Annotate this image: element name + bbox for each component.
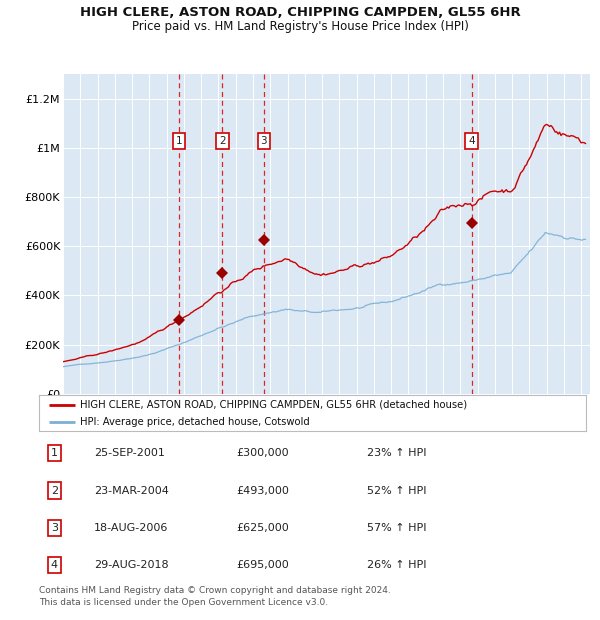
Text: 2: 2 <box>219 136 226 146</box>
Text: 1: 1 <box>176 136 182 146</box>
Text: 52% ↑ HPI: 52% ↑ HPI <box>367 485 427 495</box>
Text: This data is licensed under the Open Government Licence v3.0.: This data is licensed under the Open Gov… <box>39 598 328 607</box>
Text: 26% ↑ HPI: 26% ↑ HPI <box>367 560 427 570</box>
Text: 18-AUG-2006: 18-AUG-2006 <box>94 523 168 533</box>
Text: HIGH CLERE, ASTON ROAD, CHIPPING CAMPDEN, GL55 6HR: HIGH CLERE, ASTON ROAD, CHIPPING CAMPDEN… <box>80 6 520 19</box>
Text: £300,000: £300,000 <box>236 448 289 458</box>
Text: 1: 1 <box>51 448 58 458</box>
Text: 57% ↑ HPI: 57% ↑ HPI <box>367 523 427 533</box>
Text: HPI: Average price, detached house, Cotswold: HPI: Average price, detached house, Cots… <box>80 417 310 427</box>
Text: 3: 3 <box>260 136 267 146</box>
Text: 23-MAR-2004: 23-MAR-2004 <box>94 485 169 495</box>
Text: 25-SEP-2001: 25-SEP-2001 <box>94 448 164 458</box>
Text: 23% ↑ HPI: 23% ↑ HPI <box>367 448 427 458</box>
Text: Price paid vs. HM Land Registry's House Price Index (HPI): Price paid vs. HM Land Registry's House … <box>131 20 469 33</box>
Text: 3: 3 <box>51 523 58 533</box>
Text: 2: 2 <box>51 485 58 495</box>
Text: £493,000: £493,000 <box>236 485 289 495</box>
Text: 4: 4 <box>469 136 475 146</box>
Text: HIGH CLERE, ASTON ROAD, CHIPPING CAMPDEN, GL55 6HR (detached house): HIGH CLERE, ASTON ROAD, CHIPPING CAMPDEN… <box>80 400 467 410</box>
Text: Contains HM Land Registry data © Crown copyright and database right 2024.: Contains HM Land Registry data © Crown c… <box>39 586 391 595</box>
Text: £695,000: £695,000 <box>236 560 289 570</box>
Text: 29-AUG-2018: 29-AUG-2018 <box>94 560 169 570</box>
Text: 4: 4 <box>51 560 58 570</box>
Text: £625,000: £625,000 <box>236 523 289 533</box>
